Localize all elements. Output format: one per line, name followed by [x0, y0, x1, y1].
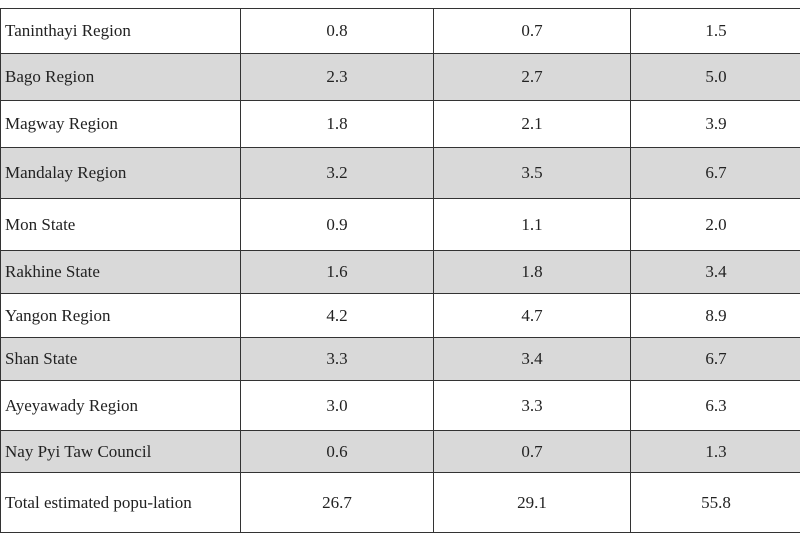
row-label: Shan State: [0, 337, 241, 381]
value-cell: 1.1: [433, 198, 631, 251]
table-body: Taninthayi Region 0.8 0.7 1.5 Bago Region 2.3…: [0, 8, 800, 533]
row-label: Nay Pyi Taw Council: [0, 430, 241, 473]
label-text: Mandalay Region: [5, 163, 127, 182]
row-label: Total estimated popu-lation: [0, 472, 241, 533]
value-cell: 0.8: [240, 8, 434, 54]
label-text: Bago Region: [5, 67, 95, 86]
value-cell: 2.7: [433, 53, 631, 101]
value-cell: 4.2: [240, 293, 434, 338]
value-cell: 6.7: [630, 147, 800, 199]
label-text: Total estimated popu-lation: [5, 492, 192, 512]
data-table: Taninthayi Region 0.8 0.7 1.5 Bago Region 2.3…: [0, 8, 800, 533]
value-cell: 2.0: [630, 198, 800, 251]
label-text: Rakhine State: [5, 262, 100, 281]
table-row: Bago Region 2.3 2.7 5.0: [0, 53, 800, 101]
table-row: Magway Region 1.8 2.1 3.9: [0, 100, 800, 148]
value-cell: 3.3: [240, 337, 434, 381]
row-label: Ayeyawady Region: [0, 380, 241, 431]
value-cell: 0.7: [433, 430, 631, 473]
value-cell: 3.5: [433, 147, 631, 199]
value-cell: 0.7: [433, 8, 631, 54]
value-cell: 3.4: [433, 337, 631, 381]
value-cell: 0.6: [240, 430, 434, 473]
table-row: Yangon Region 4.2 4.7 8.9: [0, 293, 800, 338]
value-cell: 0.9: [240, 198, 434, 251]
value-cell: 6.3: [630, 380, 800, 431]
table-row: Total estimated popu-lation 26.7 29.1 55.8: [0, 472, 800, 533]
table-row: Mon State 0.9 1.1 2.0: [0, 198, 800, 251]
value-cell: 3.0: [240, 380, 434, 431]
row-label: Mandalay Region: [0, 147, 241, 199]
value-cell: 3.3: [433, 380, 631, 431]
value-cell: 3.4: [630, 250, 800, 294]
value-cell: 2.3: [240, 53, 434, 101]
value-cell: 26.7: [240, 472, 434, 533]
row-label: Taninthayi Region: [0, 8, 241, 54]
table-row: Shan State 3.3 3.4 6.7: [0, 337, 800, 381]
row-label: Rakhine State: [0, 250, 241, 294]
label-text: Ayeyawady Region: [5, 395, 138, 415]
value-cell: 1.8: [240, 100, 434, 148]
value-cell: 1.5: [630, 8, 800, 54]
value-cell: 5.0: [630, 53, 800, 101]
table-row: Taninthayi Region 0.8 0.7 1.5: [0, 8, 800, 54]
value-cell: 1.6: [240, 250, 434, 294]
value-cell: 6.7: [630, 337, 800, 381]
value-cell: 29.1: [433, 472, 631, 533]
table-row: Nay Pyi Taw Council 0.6 0.7 1.3: [0, 430, 800, 473]
table-row: Rakhine State 1.6 1.8 3.4: [0, 250, 800, 294]
value-cell: 8.9: [630, 293, 800, 338]
row-label: Mon State: [0, 198, 241, 251]
label-text: Mon State: [5, 214, 76, 234]
label-text: Nay Pyi Taw Council: [5, 441, 152, 461]
label-text: Magway Region: [5, 114, 118, 133]
label-text: Yangon Region: [5, 305, 111, 325]
value-cell: 3.2: [240, 147, 434, 199]
value-cell: 1.3: [630, 430, 800, 473]
table-row: Mandalay Region 3.2 3.5 6.7: [0, 147, 800, 199]
value-cell: 3.9: [630, 100, 800, 148]
value-cell: 2.1: [433, 100, 631, 148]
label-text: Shan State: [5, 349, 78, 368]
label-text: Taninthayi Region: [5, 21, 131, 40]
row-label: Yangon Region: [0, 293, 241, 338]
row-label: Bago Region: [0, 53, 241, 101]
value-cell: 1.8: [433, 250, 631, 294]
table-row: Ayeyawady Region 3.0 3.3 6.3: [0, 380, 800, 431]
row-label: Magway Region: [0, 100, 241, 148]
value-cell: 4.7: [433, 293, 631, 338]
value-cell: 55.8: [630, 472, 800, 533]
